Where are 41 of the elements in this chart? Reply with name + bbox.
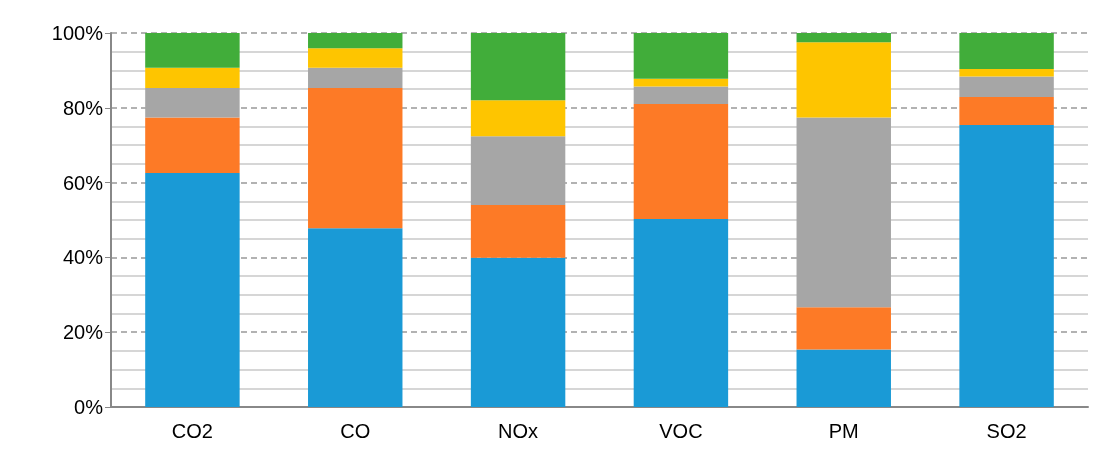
bar (308, 48, 403, 68)
y-tick-label: 40% (62, 246, 104, 269)
bar (959, 68, 1054, 77)
x-tick-label: NOx (498, 420, 539, 442)
bar (145, 117, 240, 173)
bar (470, 205, 566, 258)
bar (633, 33, 729, 79)
bar (145, 172, 240, 407)
x-tick-label: SO2 (986, 420, 1027, 442)
y-tick-label: 100% (51, 22, 104, 44)
bar (959, 33, 1054, 69)
bar (470, 33, 566, 101)
x-tick-label: PM (828, 420, 859, 442)
bar (959, 96, 1054, 125)
bar (145, 67, 240, 88)
bar (633, 218, 729, 407)
bar (145, 33, 240, 68)
x-tick-label: VOC (659, 420, 703, 442)
y-tick-label: 80% (62, 96, 104, 119)
y-tick-label: 60% (62, 171, 104, 194)
x-tick-label: CO (340, 420, 371, 442)
bar (959, 76, 1054, 97)
bar (959, 125, 1054, 407)
bar (308, 67, 403, 88)
bar (796, 42, 891, 118)
bar (308, 228, 403, 407)
bar (796, 33, 891, 43)
bar (308, 33, 403, 49)
bar (470, 257, 566, 407)
bar (633, 86, 729, 105)
bar (470, 136, 566, 206)
bar (633, 104, 729, 219)
bar (145, 87, 240, 118)
bar (470, 100, 566, 137)
bar (308, 87, 403, 229)
y-tick-label: 20% (62, 321, 104, 344)
x-tick-label: CO2 (171, 420, 213, 442)
bar (796, 349, 891, 407)
bar (796, 117, 891, 308)
bar (796, 307, 891, 350)
y-tick-label: 0% (74, 396, 104, 418)
